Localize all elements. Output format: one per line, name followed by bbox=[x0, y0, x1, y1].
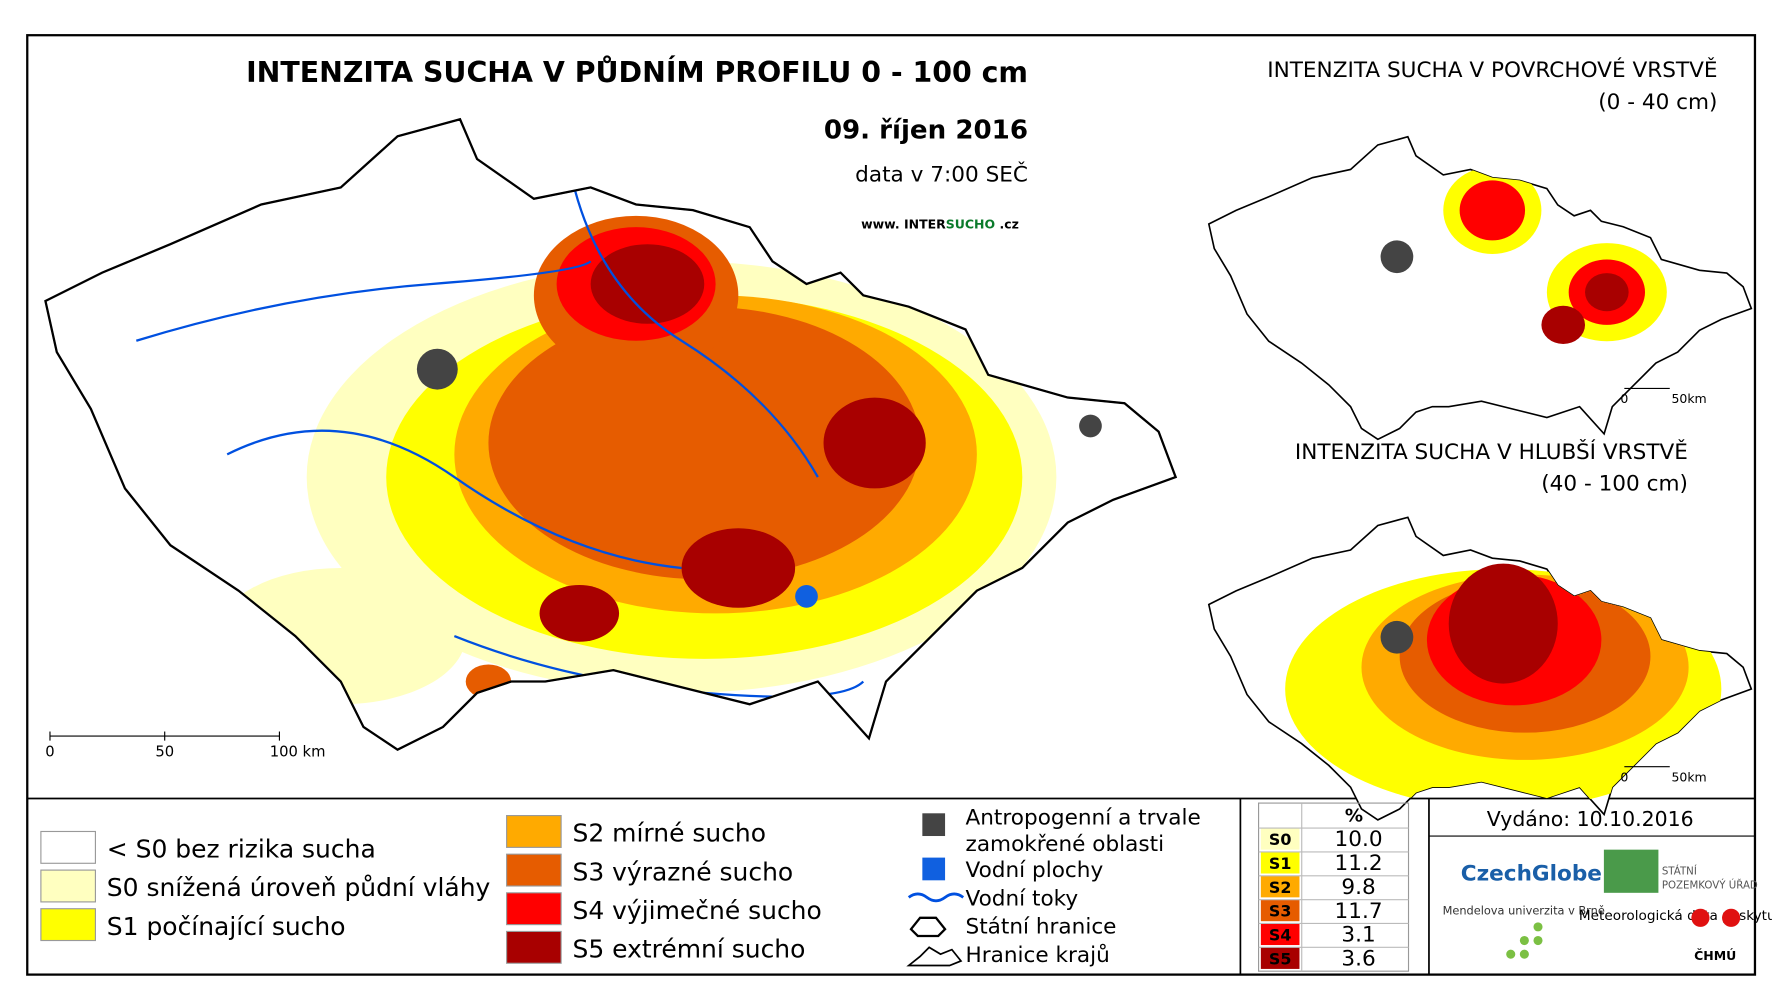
legend-label: S4 výjimečné sucho bbox=[572, 896, 821, 925]
table-frame bbox=[1258, 802, 1410, 972]
table-value: 3.6 bbox=[1341, 947, 1375, 972]
legend: < S0 bez rizika sucha S0 snížená úroveň p… bbox=[40, 806, 1201, 968]
inset-title: INTENZITA SUCHA V POVRCHOVÉ VRSTVĚ bbox=[1267, 57, 1717, 83]
website-suffix: .cz bbox=[995, 216, 1019, 231]
legend-label: Hranice krajů bbox=[966, 943, 1110, 968]
inset-subtitle: (40 - 100 cm) bbox=[1541, 472, 1688, 497]
main-map: 0 50 100 km bbox=[44, 118, 1177, 761]
legend-swatch bbox=[506, 930, 562, 964]
scale-label: 0 bbox=[45, 744, 54, 761]
legend-label-line: zamokřené oblasti bbox=[966, 832, 1165, 857]
table-value: 9.8 bbox=[1341, 875, 1375, 900]
legend-label: S0 snížená úroveň půdní vláhy bbox=[107, 873, 491, 902]
legend-label: S2 mírné sucho bbox=[572, 819, 766, 848]
legend-symbol bbox=[922, 813, 946, 837]
legend-label: Vodní plochy bbox=[966, 858, 1104, 883]
table-code-cell bbox=[1260, 923, 1300, 946]
table-value: 10.0 bbox=[1335, 827, 1383, 852]
provider: Meteorologická data poskytuje: bbox=[1579, 908, 1772, 924]
website-highlight: SUCHO bbox=[946, 216, 995, 231]
website-prefix: www. INTER bbox=[861, 216, 946, 231]
legend-swatch bbox=[506, 892, 562, 926]
scale-label: 50 bbox=[155, 744, 174, 761]
time-note: data v 7:00 SEČ bbox=[855, 162, 1028, 188]
table-header: % bbox=[1345, 805, 1363, 826]
legend-swatch bbox=[40, 830, 96, 864]
table-code: S5 bbox=[1269, 949, 1292, 968]
scale-label: 100 km bbox=[270, 744, 326, 761]
date: 09. říjen 2016 bbox=[824, 116, 1028, 146]
table-value: 11.2 bbox=[1335, 851, 1383, 876]
table-code-cell bbox=[1260, 899, 1300, 922]
legend-symbol bbox=[906, 946, 963, 967]
logo-mendel: Mendelova univerzita v Brně bbox=[1443, 903, 1605, 917]
inset-map-deep bbox=[1208, 516, 1753, 821]
scale-label: 0 bbox=[1620, 391, 1628, 406]
table-value: 3.1 bbox=[1341, 923, 1375, 948]
table-code: S0 bbox=[1269, 830, 1292, 849]
logo-czechglobe: CzechGlobe bbox=[1461, 861, 1602, 886]
logo-spu-icon bbox=[1603, 849, 1659, 893]
logo-spu: POZEMKOVÝ ÚŘAD bbox=[1662, 878, 1758, 891]
scale-label: 50km bbox=[1671, 391, 1706, 406]
table-code-cell bbox=[1260, 947, 1300, 969]
logo-chmu: ČHMÚ bbox=[1694, 948, 1736, 963]
table-code: S1 bbox=[1269, 854, 1292, 873]
legend-symbol bbox=[922, 857, 946, 881]
logo-spu: STÁTNÍ bbox=[1662, 865, 1697, 878]
table-value: 11.7 bbox=[1335, 899, 1383, 924]
table-code: S4 bbox=[1269, 926, 1292, 945]
legend-label-line: Antropogenní a trvale bbox=[966, 806, 1201, 831]
legend-swatch bbox=[506, 815, 562, 848]
website: www. INTERSUCHO .cz bbox=[861, 216, 1019, 231]
table-code: S3 bbox=[1269, 902, 1292, 921]
legend-label: S1 počínající sucho bbox=[107, 912, 346, 941]
legend-swatch bbox=[40, 908, 96, 942]
legend-label: S3 výrazné sucho bbox=[572, 857, 793, 886]
scale-label: 50km bbox=[1671, 769, 1706, 784]
inset-subtitle: (0 - 40 cm) bbox=[1598, 90, 1717, 115]
inset-title: INTENZITA SUCHA V HLUBŠÍ VRSTVĚ bbox=[1295, 439, 1688, 465]
legend-symbol bbox=[907, 892, 965, 903]
main-title: INTENZITA SUCHA V PŮDNÍM PROFILU 0 - 100… bbox=[246, 55, 1028, 89]
legend-swatch bbox=[506, 853, 562, 887]
scale-label: 0 bbox=[1620, 769, 1628, 784]
legend-swatch bbox=[40, 869, 96, 903]
issued-date: Vydáno: 10.10.2016 bbox=[1487, 807, 1694, 831]
legend-label: Vodní toky bbox=[966, 886, 1079, 911]
table-code: S2 bbox=[1269, 878, 1292, 897]
table-code-cell bbox=[1260, 875, 1300, 898]
legend-label: < S0 bez rizika sucha bbox=[107, 835, 376, 864]
inset-map-surface bbox=[1208, 135, 1753, 441]
table-code-cell bbox=[1260, 828, 1300, 850]
percent-table: % S0 10.0 S1 11.2 S2 9.8 S3 11.7 S4 3.1 S5 3.6 bbox=[1258, 802, 1410, 972]
table-code-cell bbox=[1260, 851, 1300, 874]
legend-symbol bbox=[909, 916, 947, 938]
legend-label: Antropogenní a trvale zamokřené oblasti bbox=[966, 806, 1201, 857]
legend-label: Státní hranice bbox=[966, 915, 1117, 940]
legend-label: S5 extrémní sucho bbox=[572, 935, 805, 964]
